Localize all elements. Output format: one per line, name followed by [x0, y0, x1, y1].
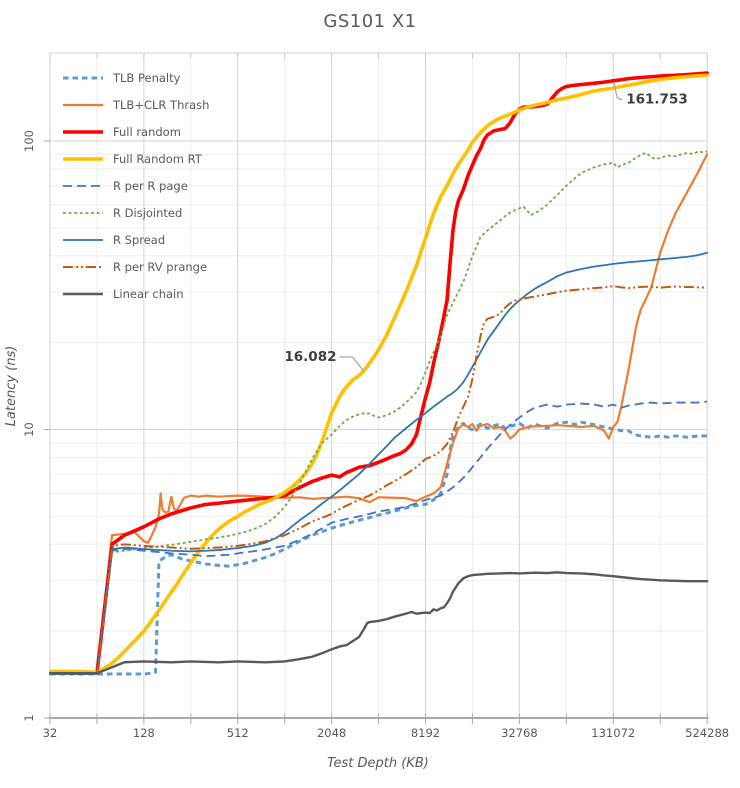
series-line-tlb-penalty [50, 420, 708, 676]
legend-line-sample [63, 76, 103, 79]
series-line-tlb-clr-thrash [49, 153, 709, 675]
gridlines [50, 53, 708, 718]
x-tick-label: 8192 [411, 726, 440, 740]
annotation-leader-line [613, 82, 623, 101]
legend-item-label: R per RV prange [113, 259, 208, 274]
legend-line-sample [63, 184, 103, 187]
x-tick-label: 128 [133, 726, 155, 740]
annotation-label: 161.753 [626, 92, 688, 108]
series-line-r-per-rv-prange [50, 285, 708, 675]
series-line-r-disjointed [50, 150, 708, 675]
y-tick-label: 10 [22, 422, 36, 437]
legend-item-linear-chain: Linear chain [62, 280, 209, 307]
legend-item-label: Linear chain [113, 286, 184, 301]
x-tick-label: 32 [43, 726, 58, 740]
legend-item-label: R Spread [113, 232, 166, 247]
x-tick-label: 512 [227, 726, 249, 740]
x-axis-title: Test Depth (KB) [327, 756, 429, 771]
legend-item-tlb-penalty: TLB Penalty [62, 64, 209, 91]
series-line-full-random [49, 71, 709, 675]
axis-ticks [44, 53, 708, 724]
y-tick-label: 1 [22, 714, 36, 721]
x-tick-label: 32768 [501, 726, 538, 740]
legend-line-sample [63, 129, 103, 134]
annotation-leader-line [339, 356, 365, 372]
x-tick-label: 131072 [591, 726, 635, 740]
x-tick-label: 2048 [317, 726, 346, 740]
legend-item-full-random: Full random [62, 118, 209, 145]
legend-line-sample [63, 292, 103, 295]
x-tick-label: 524288 [685, 726, 729, 740]
annotations: 161.753 16.082 [284, 82, 688, 372]
legend-item-r-per-r-page: R per R page [62, 172, 209, 199]
legend-item-label: TLB Penalty [113, 70, 181, 85]
axis-tick-labels: 32 128 512 2048 8192 32768 131072 524288 1 10 100 [22, 130, 729, 740]
legend-item-label: R per R page [113, 178, 188, 193]
series-line-r-spread [49, 251, 709, 675]
legend-item-label: Full random [113, 124, 181, 139]
legend-item-label: R Disjointed [113, 205, 183, 220]
legend-item-label: Full Random RT [113, 151, 202, 166]
legend-item-full-random-rt: Full Random RT [62, 145, 209, 172]
series-line-r-per-r-page [50, 400, 708, 675]
legend-item-label: TLB+CLR Thrash [113, 97, 210, 112]
y-axis-title: Latency (ns) [4, 346, 19, 427]
chart-title: GS101 X1 [323, 11, 417, 32]
legend-line-sample [63, 156, 103, 161]
legend: TLB Penalty TLB+CLR Thrash Full random Full… [62, 64, 209, 307]
legend-line-sample [63, 211, 103, 214]
series-line-linear-chain [49, 571, 709, 675]
legend-item-r-disjointed: R Disjointed [62, 199, 209, 226]
legend-item-r-spread: R Spread [62, 226, 209, 253]
annotation-label: 16.082 [284, 349, 336, 365]
legend-line-sample [63, 103, 103, 106]
legend-item-r-per-rv-prange: R per RV prange [62, 253, 209, 280]
y-tick-label: 100 [22, 130, 36, 152]
series-lines [49, 71, 709, 676]
legend-line-sample [63, 238, 103, 241]
legend-item-tlb-clr-thrash: TLB+CLR Thrash [62, 91, 209, 118]
legend-line-sample [63, 265, 103, 268]
